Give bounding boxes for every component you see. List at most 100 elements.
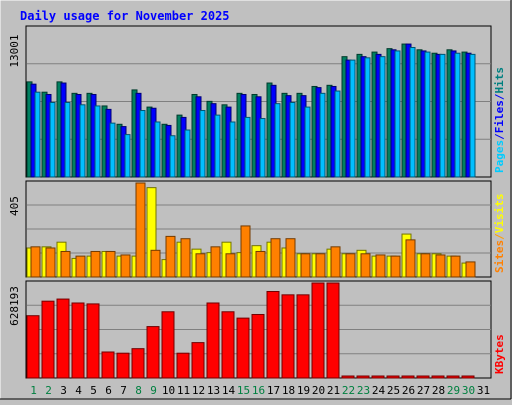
- bar-sites-day-21: Sites day 21: 130: [330, 246, 341, 278]
- bar-kbytes-day-7: KBytes day 7: 164000: [116, 352, 130, 379]
- x-tick-label: 7: [120, 384, 127, 397]
- x-tick-label: 15: [237, 384, 250, 397]
- x-tick-label: 10: [162, 384, 175, 397]
- bar-pages-day-23: Pages day 23: 10400: [364, 57, 371, 178]
- bar-pages-day-4: Pages day 4: 6300: [79, 104, 86, 178]
- bar-kbytes-day-2: KBytes day 2: 508000: [41, 300, 55, 379]
- bar-sites-day-9: Sites day 9: 115: [150, 249, 161, 278]
- bar-kbytes-day-22: KBytes day 22: 12000: [341, 375, 355, 379]
- bar-kbytes-day-15: KBytes day 15: 396000: [236, 317, 250, 379]
- bar-kbytes-day-18: KBytes day 18: 550000: [281, 294, 295, 379]
- bar-kbytes-day-19: KBytes day 19: 550000: [296, 294, 310, 379]
- bar-sites-day-30: Sites day 30: 65: [465, 261, 476, 278]
- bar-sites-day-3: Sites day 3: 110: [60, 250, 71, 278]
- chart-title: Daily usage for November 2025: [20, 9, 230, 23]
- bar-pages-day-22: Pages day 22: 10200: [349, 59, 356, 178]
- bar-sites-day-15: Sites day 15: 220: [240, 225, 251, 278]
- bar-kbytes-day-5: KBytes day 5: 490000: [86, 303, 100, 379]
- x-tick-label: 13: [207, 384, 220, 397]
- bar-kbytes-day-12: KBytes day 12: 234000: [191, 342, 205, 379]
- bar-kbytes-day-14: KBytes day 14: 438000: [221, 311, 235, 379]
- bar-pages-day-19: Pages day 19: 6100: [304, 106, 311, 178]
- bar-sites-day-13: Sites day 13: 130: [210, 246, 221, 278]
- bar-sites-day-29: Sites day 29: 90: [450, 255, 461, 278]
- bar-pages-day-17: Pages day 17: 6400: [274, 103, 281, 178]
- bar-sites-day-12: Sites day 12: 100: [195, 253, 206, 278]
- bar-sites-day-1: Sites day 1: 130: [30, 246, 41, 278]
- x-tick-label: 30: [462, 384, 475, 397]
- bar-sites-day-17: Sites day 17: 165: [270, 238, 281, 278]
- x-tick-label: 17: [267, 384, 280, 397]
- bar-kbytes-day-25: KBytes day 25: 9000: [386, 375, 400, 379]
- bar-pages-day-28: Pages day 28: 10700: [439, 53, 446, 178]
- legend-entry: /: [493, 133, 506, 140]
- bar-sites-day-20: Sites day 20: 100: [315, 253, 326, 278]
- bar-kbytes-day-28: KBytes day 28: 9000: [431, 375, 445, 379]
- bar-pages-day-3: Pages day 3: 6500: [64, 102, 71, 178]
- bar-sites-day-10: Sites day 10: 175: [165, 235, 176, 278]
- bar-sites-day-6: Sites day 6: 110: [105, 250, 116, 278]
- x-tick-label: 6: [105, 384, 112, 397]
- bar-kbytes-day-21: KBytes day 21: 628193: [326, 282, 340, 379]
- panel-kbytes: 628193KBytesKBytes day 1: 412000KBytes d…: [8, 280, 506, 379]
- bar-sites-day-26: Sites day 26: 160: [405, 239, 416, 278]
- x-tick-label: 2: [45, 384, 52, 397]
- bar-kbytes-day-29: KBytes day 29: 9000: [446, 375, 460, 379]
- x-tick-label: 20: [312, 384, 325, 397]
- bar-sites-day-8: Sites day 8: 405: [135, 182, 146, 278]
- bar-sites-day-25: Sites day 25: 90: [390, 255, 401, 278]
- bar-sites-day-19: Sites day 19: 100: [300, 253, 311, 278]
- x-tick-label: 3: [60, 384, 67, 397]
- y-max-label: 405: [8, 196, 21, 216]
- bar-sites-day-2: Sites day 2: 125: [45, 247, 56, 278]
- legend-entry: /: [493, 93, 506, 100]
- x-tick-label: 29: [447, 384, 460, 397]
- panel-legend: Pages/Files/Hits: [493, 67, 506, 173]
- bar-pages-day-15: Pages day 15: 5200: [244, 116, 251, 178]
- bar-pages-day-9: Pages day 9: 4800: [154, 121, 161, 178]
- bar-kbytes-day-24: KBytes day 24: 9000: [371, 375, 385, 379]
- bar-pages-day-16: Pages day 16: 5100: [259, 118, 266, 178]
- bar-pages-day-25: Pages day 25: 11000: [394, 50, 401, 178]
- x-axis-labels: 1 2 3 4 5 6 7 8 9 10 11 12 13 14 15 16 17 18 19 20 21 22 23 24 2…: [30, 384, 490, 397]
- bar-pages-day-30: Pages day 30: 10700: [469, 53, 476, 178]
- y-max-label: 628193: [8, 286, 21, 326]
- x-tick-label: 14: [222, 384, 236, 397]
- x-tick-label: 16: [252, 384, 265, 397]
- x-tick-label: 22: [342, 384, 355, 397]
- x-tick-label: 23: [357, 384, 370, 397]
- bar-pages-day-10: Pages day 10: 3600: [169, 135, 176, 178]
- panel-legend: Sites/Visits: [493, 194, 506, 274]
- bar-kbytes-day-4: KBytes day 4: 496000: [71, 302, 85, 379]
- bar-kbytes-day-26: KBytes day 26: 9000: [401, 375, 415, 379]
- bar-kbytes-day-8: KBytes day 8: 194000: [131, 348, 145, 379]
- x-tick-label: 24: [372, 384, 386, 397]
- bar-kbytes-day-27: KBytes day 27: 9000: [416, 375, 430, 379]
- bar-kbytes-day-3: KBytes day 3: 522000: [56, 298, 70, 379]
- x-tick-label: 1: [30, 384, 37, 397]
- bar-pages-day-14: Pages day 14: 4800: [229, 121, 236, 178]
- bar-kbytes-day-13: KBytes day 13: 496000: [206, 302, 220, 379]
- bar-sites-day-7: Sites day 7: 95: [120, 254, 131, 278]
- bar-pages-day-12: Pages day 12: 5800: [199, 110, 206, 178]
- bar-pages-day-6: Pages day 6: 4700: [109, 122, 116, 178]
- bar-pages-day-26: Pages day 26: 11300: [409, 46, 416, 178]
- panel-legend: KBytes: [493, 334, 506, 374]
- bar-sites-day-24: Sites day 24: 95: [375, 254, 386, 278]
- bar-pages-day-29: Pages day 29: 10800: [454, 52, 461, 178]
- bar-pages-day-13: Pages day 13: 5400: [214, 114, 221, 178]
- bar-kbytes-day-9: KBytes day 9: 340000: [146, 326, 160, 379]
- bar-pages-day-21: Pages day 21: 7500: [334, 90, 341, 178]
- x-tick-label: 4: [75, 384, 82, 397]
- x-tick-label: 12: [192, 384, 205, 397]
- bar-pages-day-7: Pages day 7: 3700: [124, 134, 131, 178]
- bar-pages-day-2: Pages day 2: 6500: [49, 102, 56, 178]
- legend-entry: Files: [493, 100, 506, 133]
- bar-sites-day-11: Sites day 11: 165: [180, 238, 191, 278]
- bar-kbytes-day-23: KBytes day 23: 9000: [356, 375, 370, 379]
- bar-pages-day-11: Pages day 11: 4100: [184, 129, 191, 178]
- x-tick-label: 25: [387, 384, 400, 397]
